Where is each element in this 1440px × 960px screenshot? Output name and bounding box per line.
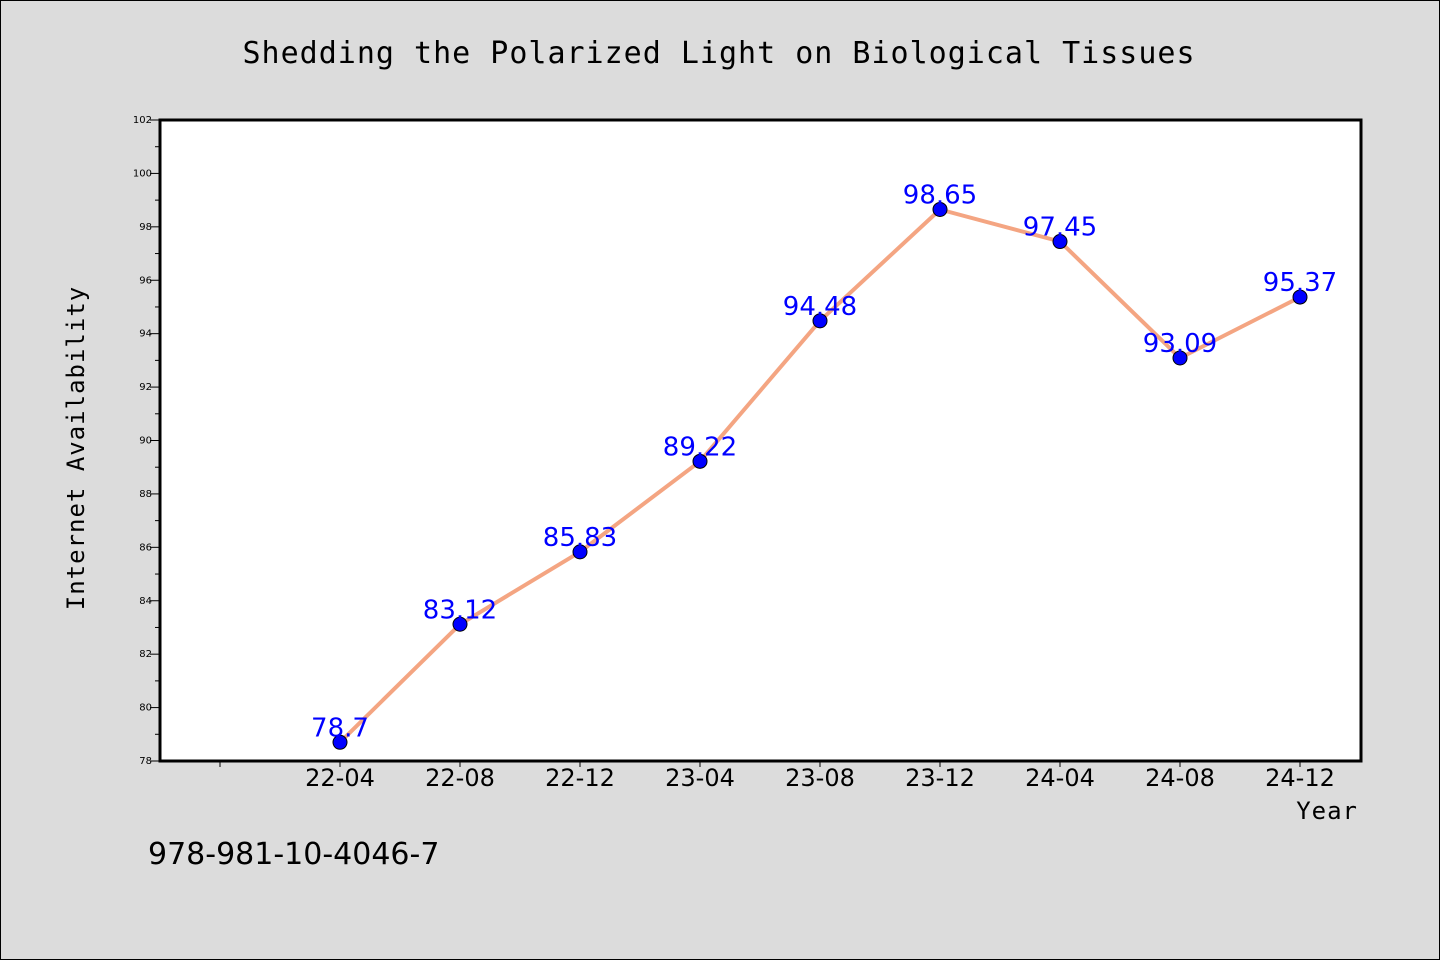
data-labels: 78.7 83.12 85.83 89.22 94.48 98.65 97.45 93.09 9…: [311, 180, 1337, 743]
data-point: [1052, 234, 1068, 250]
data-label: 94.48: [783, 292, 857, 322]
x-tick-label: 24-08: [1145, 764, 1215, 792]
data-point: [572, 544, 588, 560]
data-label: 95.37: [1263, 268, 1337, 298]
data-label: 89.22: [663, 432, 737, 462]
data-point: [1172, 350, 1188, 366]
x-axis-label: Year: [1296, 797, 1358, 825]
y-tick-label: 102: [133, 115, 152, 126]
x-tick-label: 24-12: [1265, 764, 1335, 792]
data-label: 78.7: [311, 713, 369, 743]
data-point: [692, 453, 708, 469]
y-tick-label: 86: [139, 542, 152, 553]
data-label: 93.09: [1143, 329, 1217, 359]
y-axis-label: Internet Availability: [62, 286, 90, 610]
x-tick-label: 24-04: [1025, 764, 1095, 792]
data-point: [452, 616, 468, 632]
y-tick-label: 82: [139, 649, 152, 660]
data-label: 83.12: [423, 595, 497, 625]
x-tick-label: 23-12: [905, 764, 975, 792]
y-tick-label: 84: [139, 596, 152, 607]
data-point: [932, 201, 948, 217]
y-tick-label: 96: [139, 275, 152, 286]
data-label: 98.65: [903, 180, 977, 210]
y-tick-label: 92: [139, 382, 152, 393]
data-label: 97.45: [1023, 213, 1097, 243]
y-tick-label: 78: [139, 756, 152, 767]
plot-frame: [158, 118, 1363, 763]
x-axis-ticks: 22-04 22-08 22-12 23-04 23-08 23-12 24-04 24-08…: [219, 761, 1335, 792]
y-tick-label: 80: [139, 703, 152, 714]
x-tick-label: 22-08: [425, 764, 495, 792]
x-tick-label: 22-04: [305, 764, 375, 792]
y-tick-label: 88: [139, 489, 152, 500]
y-axis-ticks: 78 80 82 84 86 88 90 92 94 96 98 100 102: [133, 115, 160, 767]
footnote: 978-981-10-4046-7: [148, 837, 439, 872]
data-point: [1292, 289, 1308, 305]
x-tick-label: 22-12: [545, 764, 615, 792]
y-tick-label: 90: [139, 436, 152, 447]
plot-area: [160, 120, 1361, 761]
series-markers: [332, 201, 1308, 750]
chart-title: Shedding the Polarized Light on Biologic…: [242, 36, 1195, 71]
y-tick-label: 98: [139, 222, 152, 233]
data-label: 85.83: [543, 523, 617, 553]
data-point: [332, 734, 348, 750]
y-tick-label: 100: [133, 168, 152, 179]
x-tick-label: 23-04: [665, 764, 735, 792]
data-point: [812, 313, 828, 329]
x-tick-label: 23-08: [785, 764, 855, 792]
y-tick-label: 94: [139, 329, 152, 340]
